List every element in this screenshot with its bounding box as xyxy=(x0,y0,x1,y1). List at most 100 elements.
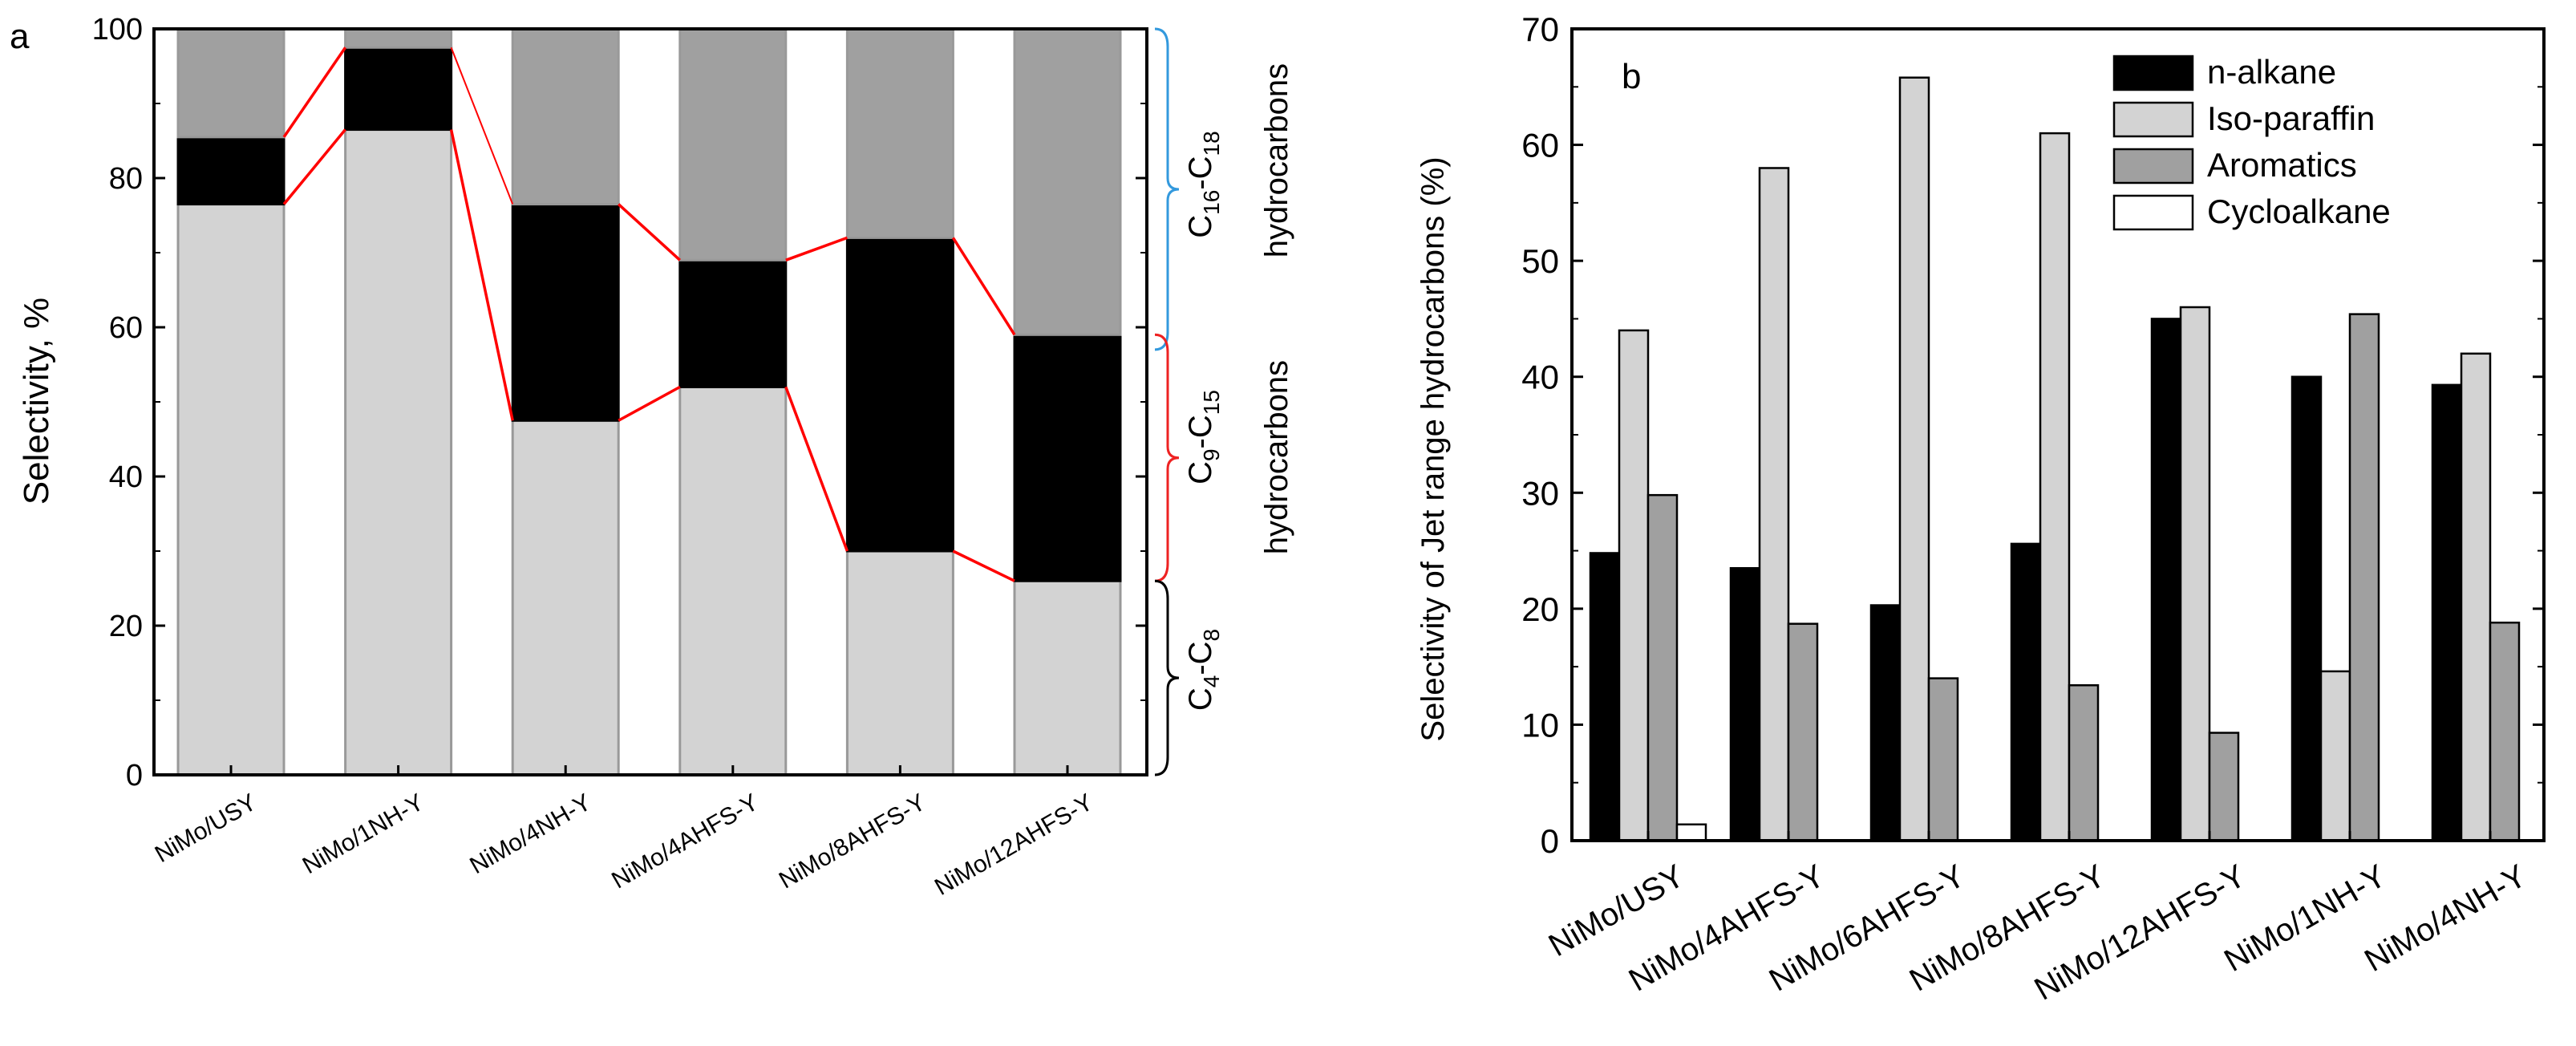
x-tick-label-nimo-12ahfs-y: NiMo/12AHFS-Y xyxy=(930,789,1098,900)
x-tick-label-nimo-8ahfs-y: NiMo/8AHFS-Y xyxy=(775,789,930,894)
bar-iso-paraffin-nimo-1nh-y xyxy=(2319,670,2351,842)
bar-iso-paraffin-nimo-12ahfs-y xyxy=(2179,306,2211,842)
panel-a-y-axis-label: Selectivity, % xyxy=(17,298,56,505)
bar-n-alkane-nimo-4nh-y xyxy=(2431,383,2463,842)
x-tick-label-nimo-4ahfs-y: NiMo/4AHFS-Y xyxy=(607,789,763,894)
bar-c4-c8-nimo-4nh-y xyxy=(511,419,620,776)
panel-a-bars xyxy=(176,27,1122,776)
bar-aromatics-nimo-usy xyxy=(1646,493,1679,842)
x-tick-label-nimo-1nh-y: NiMo/1NH-Y xyxy=(298,789,428,879)
panel-b-chart: b NiMo/USYNiMo/4AHFS-YNiMo/6AHFS-YNiMo/8… xyxy=(1416,10,2546,1007)
bar-n-alkane-nimo-usy xyxy=(1589,552,1621,842)
bar-c16-c18-nimo-12ahfs-y xyxy=(1013,27,1122,336)
connector-lower-4 xyxy=(952,549,1015,582)
connector-lower-0 xyxy=(282,128,346,205)
panel-b-label: b xyxy=(1622,57,1641,96)
brace-c16 xyxy=(1154,27,1180,351)
bar-c4-c8-nimo-12ahfs-y xyxy=(1013,579,1122,776)
bar-c4-c8-nimo-1nh-y xyxy=(344,128,453,776)
bar-aromatics-nimo-12ahfs-y xyxy=(2208,732,2240,842)
annotation-c9-text: -C xyxy=(1183,415,1218,448)
x-tick-label-nimo-usy: NiMo/USY xyxy=(151,789,261,868)
panel-b-legend: n-alkane Iso-paraffin Aromatics Cycloalkane xyxy=(2112,53,2391,231)
y-tick-label-20: 20 xyxy=(1521,590,1559,628)
bar-n-alkane-nimo-1nh-y xyxy=(2290,375,2323,842)
annotation-c4-range: C4-C8 xyxy=(1183,629,1224,711)
connector-upper-2 xyxy=(618,203,681,262)
annotation-c4-text: -C xyxy=(1183,641,1218,675)
panel-a-connectors xyxy=(282,47,1016,582)
bar-n-alkane-nimo-6ahfs-y xyxy=(1869,604,1902,842)
annotation-c4-sub: 8 xyxy=(1199,629,1224,642)
connector-upper-3 xyxy=(785,236,848,262)
brace-c4 xyxy=(1154,579,1180,776)
y-tick-label-80: 80 xyxy=(109,162,143,196)
bar-c16-c18-nimo-usy xyxy=(176,27,286,139)
y-tick-label-50: 50 xyxy=(1521,242,1559,280)
bar-c9-c15-nimo-usy xyxy=(176,136,286,206)
bar-c16-c18-nimo-4nh-y xyxy=(511,27,620,206)
bar-aromatics-nimo-1nh-y xyxy=(2348,313,2380,842)
bar-iso-paraffin-nimo-8ahfs-y xyxy=(2039,132,2071,842)
bar-c9-c15-nimo-4nh-y xyxy=(511,203,620,422)
legend-label-cycloalkane: Cycloalkane xyxy=(2207,193,2391,230)
bar-n-alkane-nimo-12ahfs-y xyxy=(2150,318,2182,842)
bar-iso-paraffin-nimo-usy xyxy=(1618,329,1650,842)
panel-b-axes xyxy=(1570,27,2546,842)
bar-c9-c15-nimo-8ahfs-y xyxy=(845,236,954,553)
annotation-c16-word: hydrocarbons xyxy=(1259,63,1294,257)
legend-label-aromatics: Aromatics xyxy=(2207,146,2357,184)
bar-c16-c18-nimo-4ahfs-y xyxy=(678,27,788,262)
connector-lower-3 xyxy=(784,386,849,552)
y-tick-label-100: 100 xyxy=(92,13,143,47)
legend-label-iso-paraffin: Iso-paraffin xyxy=(2207,99,2375,137)
bar-aromatics-nimo-4nh-y xyxy=(2489,621,2521,842)
connector-upper-0 xyxy=(282,47,347,138)
connector-lower-2 xyxy=(618,385,681,422)
brace-c9 xyxy=(1154,333,1180,582)
y-tick-label-70: 70 xyxy=(1521,10,1559,48)
bar-c9-c15-nimo-12ahfs-y xyxy=(1013,333,1122,582)
panel-a-label: a xyxy=(10,17,30,56)
bar-c9-c15-nimo-1nh-y xyxy=(344,46,453,132)
x-tick-label-nimo-4nh-y: NiMo/4NH-Y xyxy=(2359,858,2532,979)
panel-b-y-axis-label: Selectivity of Jet range hydrocarbons (%… xyxy=(1416,156,1451,741)
bar-n-alkane-nimo-8ahfs-y xyxy=(2010,542,2042,842)
bar-c4-c8-nimo-usy xyxy=(176,203,286,776)
y-tick-label-60: 60 xyxy=(109,311,143,345)
legend-swatch-aromatics xyxy=(2112,148,2194,184)
annotation-c16-sub: 18 xyxy=(1199,131,1224,156)
bar-c16-c18-nimo-8ahfs-y xyxy=(845,27,954,239)
panel-a-chart: a NiMo/USY NiMo/1NH-Y NiMo/4NH-Y NiMo/4AHFS… xyxy=(10,13,1294,901)
y-tick-label-40: 40 xyxy=(109,460,143,494)
bar-c4-c8-nimo-4ahfs-y xyxy=(678,385,788,776)
connector-lower-1 xyxy=(449,129,514,421)
bar-iso-paraffin-nimo-4ahfs-y xyxy=(1758,167,1790,842)
legend-swatch-iso-paraffin xyxy=(2112,101,2194,138)
y-tick-label-0: 0 xyxy=(1541,822,1559,860)
annotation-c16-text: -C xyxy=(1183,156,1218,189)
bar-c9-c15-nimo-4ahfs-y xyxy=(678,258,788,388)
connector-upper-1 xyxy=(450,47,514,205)
y-tick-label-10: 10 xyxy=(1521,706,1559,744)
y-tick-label-40: 40 xyxy=(1521,359,1559,396)
bar-aromatics-nimo-8ahfs-y xyxy=(2068,684,2100,842)
bar-cycloalkane-nimo-usy xyxy=(1675,823,1707,842)
connector-upper-4 xyxy=(951,237,1016,336)
bar-iso-paraffin-nimo-6ahfs-y xyxy=(1898,76,1930,842)
annotation-c4-sub: 4 xyxy=(1199,675,1224,688)
bar-aromatics-nimo-6ahfs-y xyxy=(1927,677,1959,842)
bar-iso-paraffin-nimo-4nh-y xyxy=(2460,352,2492,842)
bar-aromatics-nimo-4ahfs-y xyxy=(1787,622,1819,842)
bar-n-alkane-nimo-4ahfs-y xyxy=(1729,567,1761,842)
panel-a-axes xyxy=(152,27,1148,776)
annotation-c4-text: C xyxy=(1183,687,1218,711)
legend-swatch-n-alkane xyxy=(2112,55,2194,91)
annotation-c16-range: C16-C18 xyxy=(1183,131,1224,237)
annotation-c16-text: C xyxy=(1183,215,1218,238)
y-tick-label-30: 30 xyxy=(1521,474,1559,512)
annotation-c9-range: C9-C15 xyxy=(1183,390,1224,484)
y-tick-label-60: 60 xyxy=(1521,127,1559,164)
